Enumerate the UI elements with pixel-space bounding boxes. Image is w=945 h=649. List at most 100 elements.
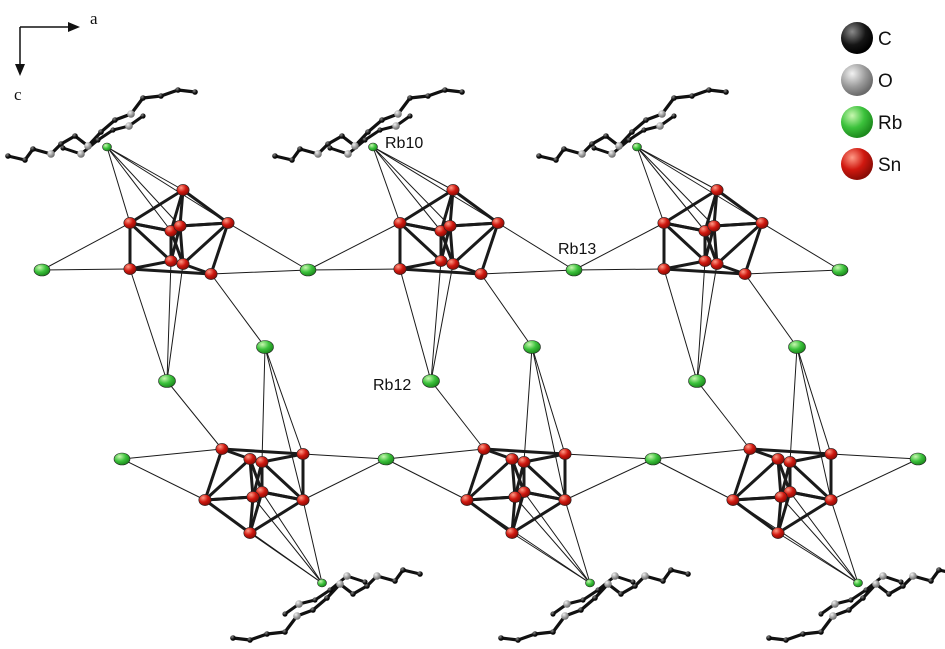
carbon-atom (30, 146, 36, 152)
sn-atom (726, 494, 740, 506)
rb-atom (113, 452, 131, 466)
carbon-atom (723, 89, 729, 95)
carbon-atom (95, 137, 101, 143)
c-c-bond (96, 128, 115, 142)
sn-sn-bond (128, 267, 213, 276)
sn-sn-bond (448, 188, 455, 228)
rb-sn-contact (430, 263, 454, 382)
sn-atom (710, 184, 724, 196)
sn-sn-bond (743, 221, 764, 276)
a-axis-arrowhead (68, 22, 80, 32)
carbon-atom (595, 587, 601, 593)
rb-atom (102, 142, 112, 152)
rb-sn-contact (789, 491, 859, 584)
carbon-atom (140, 95, 146, 101)
carbon-atom (766, 635, 772, 641)
sn-atom (558, 448, 572, 460)
rb-sn-contact (796, 346, 832, 501)
carbon-atom (618, 591, 624, 597)
rb-sn-contact (573, 222, 665, 271)
sn-sn-bond (731, 498, 780, 535)
sn-sn-bond (776, 457, 783, 499)
carbon-atom (379, 117, 385, 123)
oxygen-atom (314, 150, 322, 158)
sn-sn-bond (731, 457, 780, 502)
c-c-bond (443, 88, 464, 94)
c-c-bond (176, 88, 197, 94)
carbon-atom (863, 587, 869, 593)
rb-sn-contact (497, 222, 575, 271)
carbon-atom (310, 607, 316, 613)
c-c-bond (630, 118, 648, 134)
sn-sn-bond (248, 498, 305, 535)
carbon-atom (498, 635, 504, 641)
sn-sn-bond (703, 224, 716, 263)
legend-carbon-label: C (878, 29, 892, 50)
oxygen-atom (394, 110, 402, 118)
oxygen-atom (615, 142, 623, 150)
carbon-atom (936, 567, 942, 573)
rb-sn-contact (106, 146, 172, 232)
carbon-atom (561, 146, 567, 152)
sn-sn-bond (251, 460, 264, 499)
c-c-bond (408, 94, 430, 100)
rb-sn-contact (789, 346, 798, 463)
rb-sn-contact (480, 269, 575, 275)
rb-sn-contact (307, 222, 401, 271)
sn-atom (771, 453, 785, 465)
crown-ligand-bottom-3 (766, 567, 945, 643)
sn-atom (446, 184, 460, 196)
oxygen-atom (829, 612, 837, 620)
sn-atom (164, 255, 178, 267)
c-c-bond (707, 88, 728, 94)
rb-sn-contact (302, 453, 387, 460)
sn-sn-bond (731, 495, 783, 502)
rb-atom (632, 142, 642, 152)
oxygen-atom (563, 600, 571, 608)
rb-sn-contact (302, 458, 387, 501)
sn-atom (824, 494, 838, 506)
sn-sn-bond (510, 498, 567, 535)
rb-sn-contact (744, 269, 841, 275)
carbon-atom (417, 571, 423, 577)
sn-atom (204, 268, 218, 280)
carbon-atom (886, 591, 892, 597)
sn-atom (243, 527, 257, 539)
carbon-atom (578, 607, 584, 613)
axis-indicator: a c (14, 9, 98, 104)
sn-sn-bond (260, 452, 305, 464)
rb-sn-contact (636, 146, 715, 227)
sn-atom (474, 268, 488, 280)
carbon-atom (192, 89, 198, 95)
oxygen-atom (656, 122, 664, 130)
sn-sn-bond (712, 188, 719, 228)
oxygen-atom (392, 122, 400, 130)
c-c-bond (669, 568, 690, 576)
rb-atom (33, 263, 51, 277)
carbon-atom (550, 611, 556, 617)
oxygen-atom (909, 572, 917, 580)
sn-sn-bond (465, 447, 486, 502)
carbon-atom (603, 133, 609, 139)
oxygen-atom (127, 110, 135, 118)
carbon-atom (818, 611, 824, 617)
rb-atom (853, 578, 863, 588)
rb-sn-contact (830, 453, 919, 460)
rb-sn-contact (385, 458, 468, 501)
c-axis-arrowhead (15, 64, 25, 76)
carbon-atom (327, 145, 333, 151)
carbon-atom (515, 637, 521, 643)
sn-sn-bond (451, 188, 500, 225)
sn-atom (491, 217, 505, 229)
rb-sn-contact (696, 380, 751, 450)
sn-atom (771, 527, 785, 539)
c-c-bond (767, 636, 788, 642)
atom-label-rb13: Rb13 (558, 241, 596, 258)
carbon-atom (350, 591, 356, 597)
rb-atom (368, 142, 378, 152)
carbon-atom (400, 567, 406, 573)
carbon-atom (58, 141, 64, 147)
rb-sn-contact (531, 346, 566, 501)
rb-sn-contact (166, 260, 172, 382)
sn-sn-bonds (128, 188, 833, 535)
